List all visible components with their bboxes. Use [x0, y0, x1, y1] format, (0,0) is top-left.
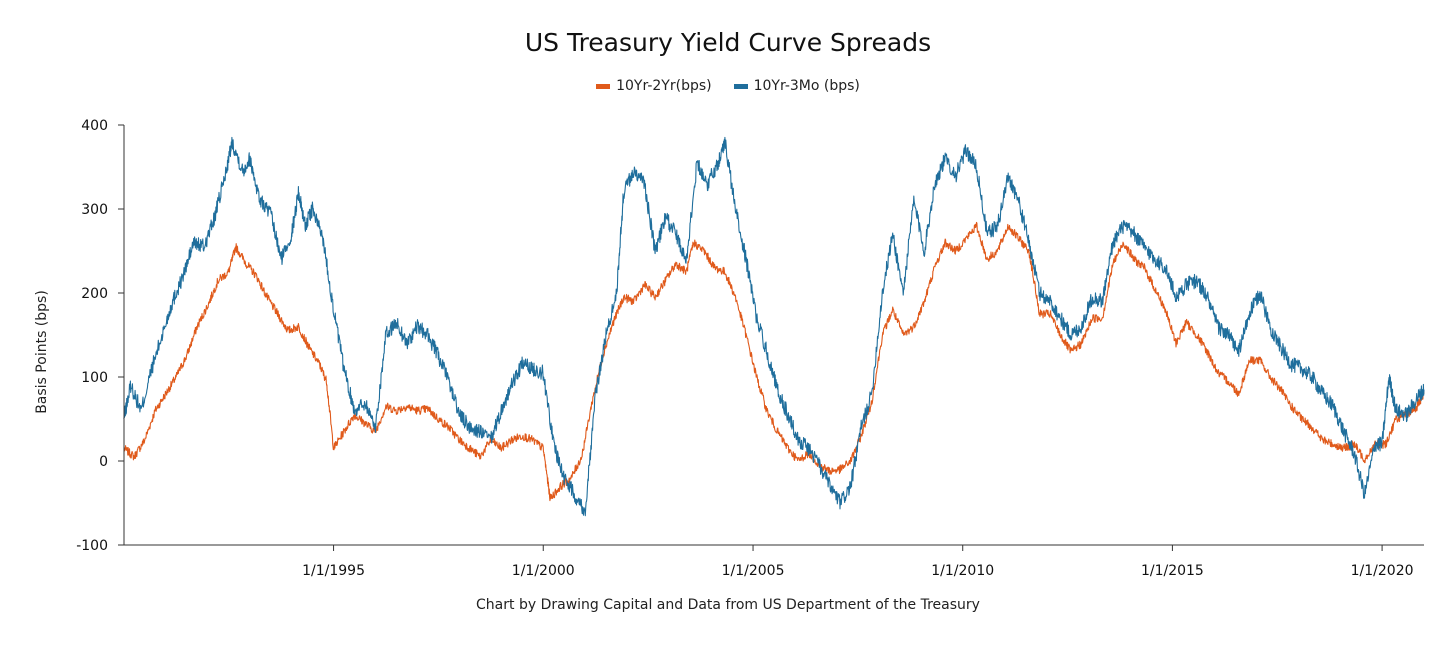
x-tick-label: 1/1/2000 [512, 563, 575, 579]
legend-item-10yr-2yr[interactable]: 10Yr-2Yr(bps) [596, 78, 712, 94]
y-tick-label: 100 [81, 370, 108, 386]
x-tick-label: 1/1/2020 [1351, 563, 1414, 579]
x-tick-label: 1/1/2015 [1141, 563, 1204, 579]
y-tick-label: -100 [76, 538, 108, 554]
legend-swatch-10yr-2yr [596, 83, 611, 89]
y-tick-label: 200 [81, 286, 108, 302]
axis-layer: -100 0 100 200 300 400 1/1/1995 1/1/2000 1/1/200… [76, 118, 1424, 579]
x-tick-label: 1/1/1995 [302, 563, 365, 579]
legend-swatch-10yr-3mo [733, 83, 748, 89]
series-layer [123, 136, 1425, 517]
chart-title: US Treasury Yield Curve Spreads [524, 28, 932, 57]
legend-label-10yr-3mo: 10Yr-3Mo (bps) [753, 78, 860, 94]
series-line-10yr-2yr [123, 221, 1425, 502]
y-tick-label: 400 [81, 118, 108, 134]
x-tick-label: 1/1/2010 [931, 563, 994, 579]
legend-label-10yr-2yr: 10Yr-2Yr(bps) [616, 78, 712, 94]
chart-caption: Chart by Drawing Capital and Data from U… [476, 597, 980, 613]
legend-item-10yr-3mo[interactable]: 10Yr-3Mo (bps) [733, 78, 860, 94]
y-tick-label: 300 [81, 202, 108, 218]
x-tick-label: 1/1/2005 [722, 563, 785, 579]
series-line-10yr-3mo [123, 136, 1425, 517]
y-tick-label: 0 [99, 454, 108, 470]
legend: 10Yr-2Yr(bps) 10Yr-3Mo (bps) [0, 78, 1456, 94]
